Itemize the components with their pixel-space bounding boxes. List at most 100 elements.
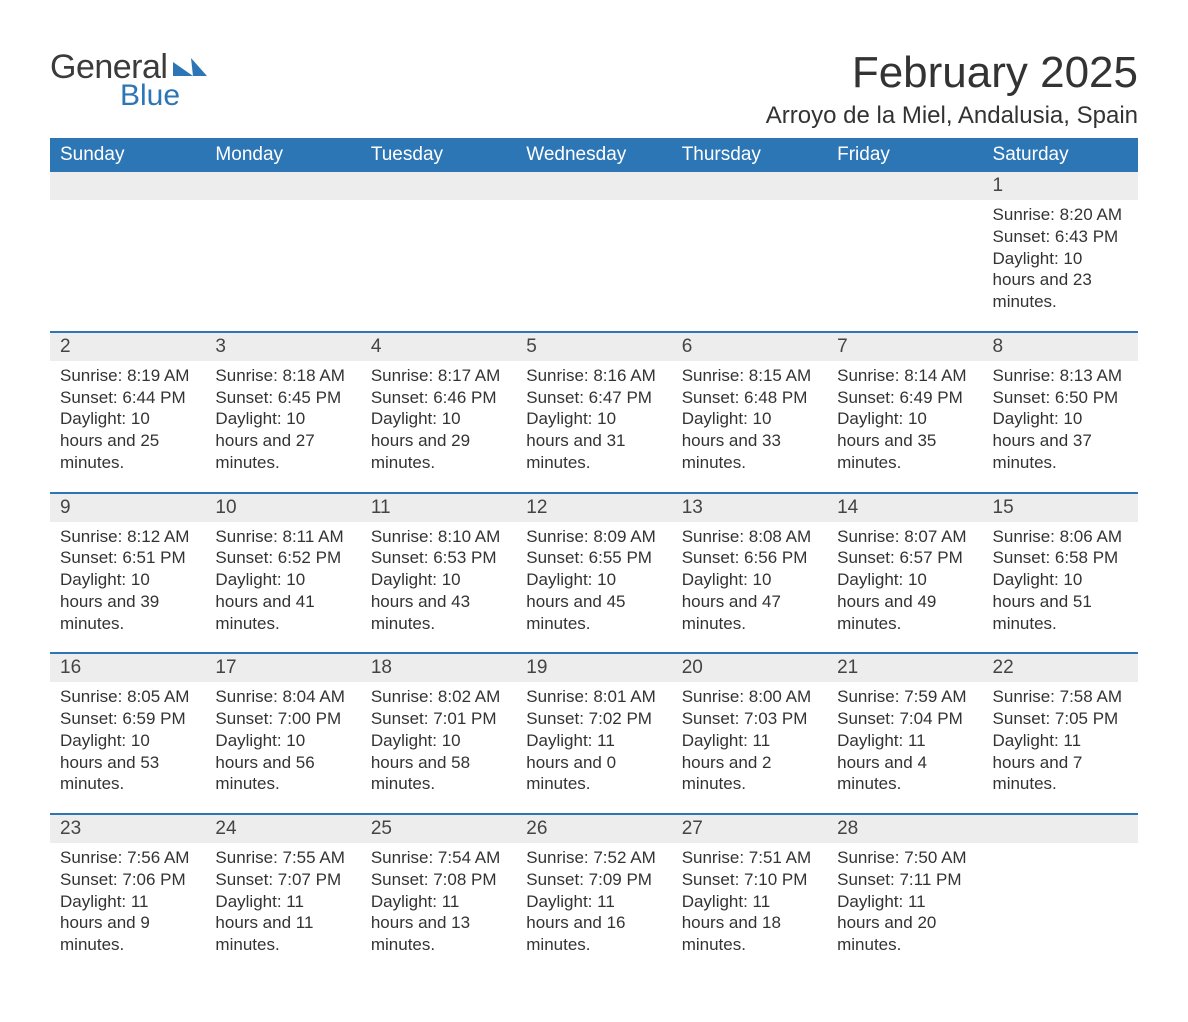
day-number-cell: 20 <box>672 653 827 682</box>
sunset-text: Sunset: 6:45 PM <box>215 387 350 409</box>
day-number-cell: 16 <box>50 653 205 682</box>
day-number-cell: 7 <box>827 332 982 361</box>
sunrise-text: Sunrise: 8:07 AM <box>837 526 972 548</box>
daylight-text: Daylight: 11 hours and 11 minutes. <box>215 891 350 956</box>
day-number-cell: 13 <box>672 493 827 522</box>
weekday-header: Saturday <box>983 138 1138 172</box>
day-content-cell: Sunrise: 7:55 AMSunset: 7:07 PMDaylight:… <box>205 843 360 974</box>
sunrise-text: Sunrise: 7:50 AM <box>837 847 972 869</box>
sunset-text: Sunset: 7:07 PM <box>215 869 350 891</box>
day-content-cell: Sunrise: 8:16 AMSunset: 6:47 PMDaylight:… <box>516 361 671 493</box>
day-content-cell <box>516 200 671 332</box>
day-content-cell: Sunrise: 7:50 AMSunset: 7:11 PMDaylight:… <box>827 843 982 974</box>
week-content-row: Sunrise: 8:12 AMSunset: 6:51 PMDaylight:… <box>50 522 1138 654</box>
daylight-text: Daylight: 10 hours and 25 minutes. <box>60 408 195 473</box>
sunset-text: Sunset: 6:47 PM <box>526 387 661 409</box>
sunset-text: Sunset: 7:01 PM <box>371 708 506 730</box>
sunrise-text: Sunrise: 8:01 AM <box>526 686 661 708</box>
week-number-row: 232425262728 <box>50 814 1138 843</box>
sunrise-text: Sunrise: 8:10 AM <box>371 526 506 548</box>
day-content-cell: Sunrise: 7:56 AMSunset: 7:06 PMDaylight:… <box>50 843 205 974</box>
weekday-header: Wednesday <box>516 138 671 172</box>
daylight-text: Daylight: 10 hours and 58 minutes. <box>371 730 506 795</box>
sunrise-text: Sunrise: 8:13 AM <box>993 365 1128 387</box>
daylight-text: Daylight: 10 hours and 39 minutes. <box>60 569 195 634</box>
day-number-cell: 17 <box>205 653 360 682</box>
week-number-row: 2345678 <box>50 332 1138 361</box>
sunrise-text: Sunrise: 7:56 AM <box>60 847 195 869</box>
daylight-text: Daylight: 11 hours and 18 minutes. <box>682 891 817 956</box>
day-content-cell: Sunrise: 8:17 AMSunset: 6:46 PMDaylight:… <box>361 361 516 493</box>
sunrise-text: Sunrise: 8:02 AM <box>371 686 506 708</box>
sunrise-text: Sunrise: 8:15 AM <box>682 365 817 387</box>
brand-part2: Blue <box>120 79 207 113</box>
daylight-text: Daylight: 10 hours and 29 minutes. <box>371 408 506 473</box>
day-content-cell: Sunrise: 7:54 AMSunset: 7:08 PMDaylight:… <box>361 843 516 974</box>
daylight-text: Daylight: 10 hours and 23 minutes. <box>993 248 1128 313</box>
weekday-header: Sunday <box>50 138 205 172</box>
day-number-cell: 2 <box>50 332 205 361</box>
day-number-cell: 9 <box>50 493 205 522</box>
sunrise-text: Sunrise: 7:59 AM <box>837 686 972 708</box>
day-number-cell: 15 <box>983 493 1138 522</box>
day-content-cell: Sunrise: 8:14 AMSunset: 6:49 PMDaylight:… <box>827 361 982 493</box>
sunset-text: Sunset: 7:03 PM <box>682 708 817 730</box>
sunset-text: Sunset: 7:05 PM <box>993 708 1128 730</box>
day-content-cell: Sunrise: 8:04 AMSunset: 7:00 PMDaylight:… <box>205 682 360 814</box>
brand-logo: General Blue <box>50 48 207 113</box>
daylight-text: Daylight: 10 hours and 51 minutes. <box>993 569 1128 634</box>
week-content-row: Sunrise: 8:05 AMSunset: 6:59 PMDaylight:… <box>50 682 1138 814</box>
sunset-text: Sunset: 7:08 PM <box>371 869 506 891</box>
week-number-row: 1 <box>50 172 1138 200</box>
sunset-text: Sunset: 6:58 PM <box>993 547 1128 569</box>
sunrise-text: Sunrise: 8:09 AM <box>526 526 661 548</box>
sunrise-text: Sunrise: 7:55 AM <box>215 847 350 869</box>
sunrise-text: Sunrise: 8:12 AM <box>60 526 195 548</box>
sunset-text: Sunset: 6:52 PM <box>215 547 350 569</box>
weekday-header: Monday <box>205 138 360 172</box>
day-number-cell: 21 <box>827 653 982 682</box>
sunrise-text: Sunrise: 7:51 AM <box>682 847 817 869</box>
sunrise-text: Sunrise: 8:11 AM <box>215 526 350 548</box>
sunset-text: Sunset: 7:02 PM <box>526 708 661 730</box>
sunrise-text: Sunrise: 8:05 AM <box>60 686 195 708</box>
sunset-text: Sunset: 7:11 PM <box>837 869 972 891</box>
sunrise-text: Sunrise: 7:58 AM <box>993 686 1128 708</box>
daylight-text: Daylight: 10 hours and 27 minutes. <box>215 408 350 473</box>
day-number-cell <box>50 172 205 200</box>
day-content-cell: Sunrise: 8:18 AMSunset: 6:45 PMDaylight:… <box>205 361 360 493</box>
day-number-cell: 5 <box>516 332 671 361</box>
sunrise-text: Sunrise: 8:19 AM <box>60 365 195 387</box>
daylight-text: Daylight: 10 hours and 31 minutes. <box>526 408 661 473</box>
daylight-text: Daylight: 11 hours and 20 minutes. <box>837 891 972 956</box>
daylight-text: Daylight: 10 hours and 37 minutes. <box>993 408 1128 473</box>
day-number-cell: 10 <box>205 493 360 522</box>
day-content-cell: Sunrise: 8:11 AMSunset: 6:52 PMDaylight:… <box>205 522 360 654</box>
daylight-text: Daylight: 10 hours and 41 minutes. <box>215 569 350 634</box>
sunset-text: Sunset: 6:43 PM <box>993 226 1128 248</box>
sunset-text: Sunset: 6:44 PM <box>60 387 195 409</box>
day-content-cell: Sunrise: 8:00 AMSunset: 7:03 PMDaylight:… <box>672 682 827 814</box>
day-number-cell <box>205 172 360 200</box>
week-content-row: Sunrise: 8:20 AMSunset: 6:43 PMDaylight:… <box>50 200 1138 332</box>
day-number-cell: 28 <box>827 814 982 843</box>
week-number-row: 16171819202122 <box>50 653 1138 682</box>
daylight-text: Daylight: 10 hours and 49 minutes. <box>837 569 972 634</box>
sunrise-text: Sunrise: 7:54 AM <box>371 847 506 869</box>
day-number-cell: 6 <box>672 332 827 361</box>
day-content-cell: Sunrise: 8:19 AMSunset: 6:44 PMDaylight:… <box>50 361 205 493</box>
day-content-cell <box>361 200 516 332</box>
sunrise-text: Sunrise: 8:00 AM <box>682 686 817 708</box>
day-content-cell: Sunrise: 7:58 AMSunset: 7:05 PMDaylight:… <box>983 682 1138 814</box>
day-content-cell <box>672 200 827 332</box>
sunset-text: Sunset: 6:51 PM <box>60 547 195 569</box>
day-number-cell: 25 <box>361 814 516 843</box>
weekday-header: Thursday <box>672 138 827 172</box>
sunset-text: Sunset: 7:09 PM <box>526 869 661 891</box>
daylight-text: Daylight: 10 hours and 47 minutes. <box>682 569 817 634</box>
day-content-cell: Sunrise: 8:07 AMSunset: 6:57 PMDaylight:… <box>827 522 982 654</box>
day-number-cell: 8 <box>983 332 1138 361</box>
day-number-cell: 14 <box>827 493 982 522</box>
sunset-text: Sunset: 7:00 PM <box>215 708 350 730</box>
day-number-cell <box>361 172 516 200</box>
